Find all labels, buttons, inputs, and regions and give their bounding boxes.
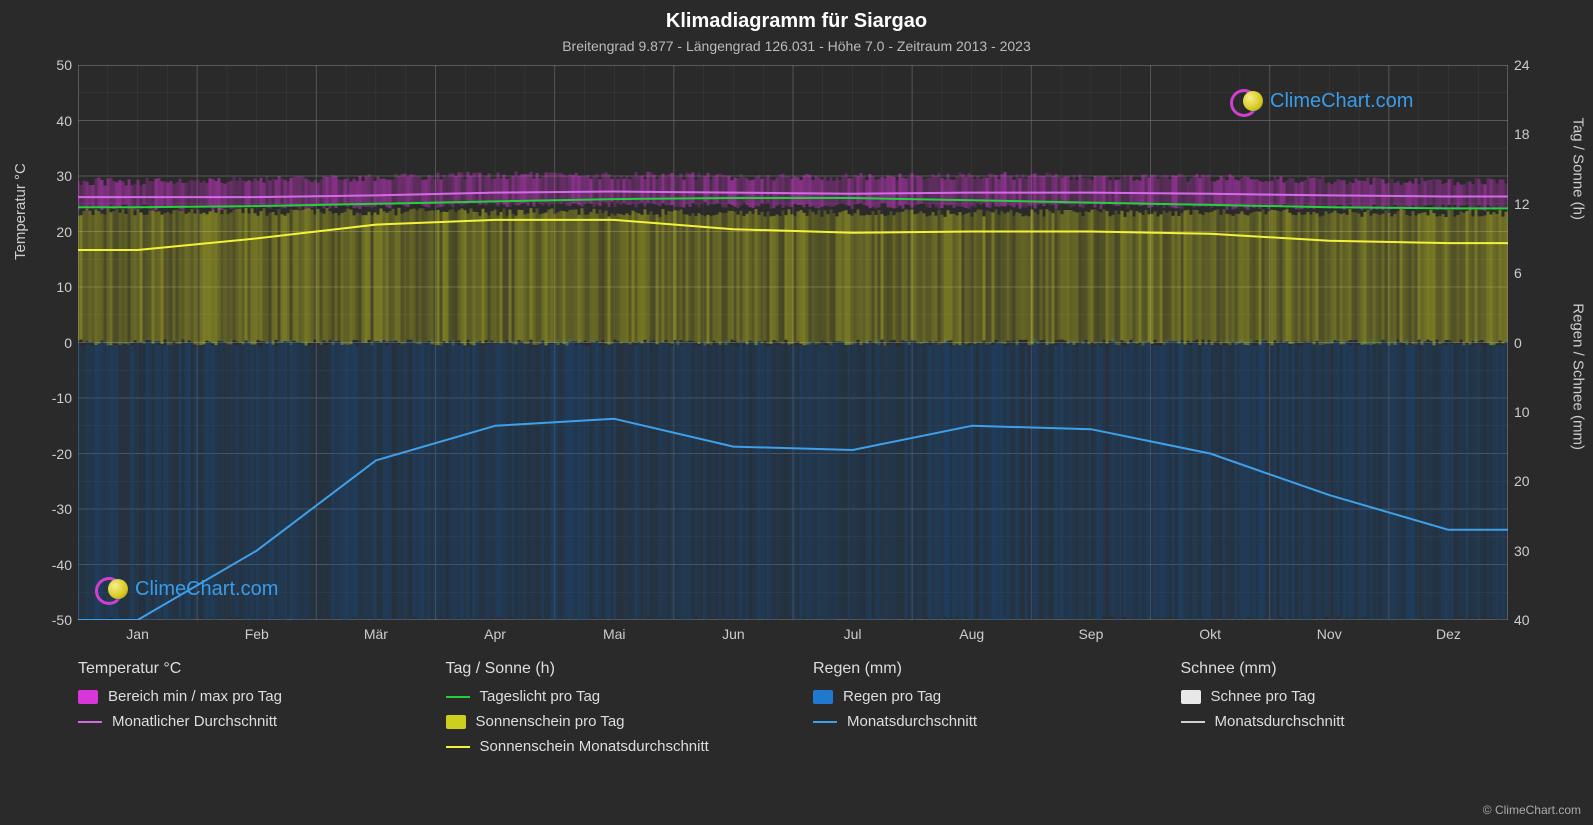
climechart-logo-icon [95, 576, 129, 602]
legend-label: Sonnenschein pro Tag [476, 713, 625, 730]
axis-tick: Sep [1078, 626, 1103, 642]
axis-tick: 0 [1514, 335, 1522, 351]
legend-item: Tageslicht pro Tag [446, 688, 774, 705]
axis-tick: 0 [64, 335, 72, 351]
axis-tick: Apr [484, 626, 506, 642]
axis-tick: Jul [844, 626, 862, 642]
axis-tick: Nov [1317, 626, 1342, 642]
y-axis-left-label: Temperatur °C [12, 163, 29, 260]
copyright-text: © ClimeChart.com [1483, 803, 1581, 817]
legend-item: Schnee pro Tag [1181, 688, 1509, 705]
y-axis-right-bottom-label: Regen / Schnee (mm) [1570, 303, 1587, 450]
axis-tick: 50 [56, 57, 72, 73]
axis-tick: 20 [1514, 473, 1530, 489]
axis-tick: Mär [364, 626, 388, 642]
legend-swatch [446, 696, 470, 698]
axis-tick: -10 [52, 390, 72, 406]
axis-tick: Aug [959, 626, 984, 642]
axis-tick: 18 [1514, 126, 1530, 142]
legend-item: Bereich min / max pro Tag [78, 688, 406, 705]
axis-tick: 10 [1514, 404, 1530, 420]
legend-heading: Regen (mm) [813, 660, 1141, 678]
legend-label: Sonnenschein Monatsdurchschnitt [480, 738, 709, 755]
legend-label: Schnee pro Tag [1211, 688, 1316, 705]
legend-label: Monatsdurchschnitt [847, 713, 977, 730]
axis-tick: 40 [1514, 612, 1530, 628]
legend-swatch [446, 715, 466, 729]
legend-heading: Temperatur °C [78, 660, 406, 678]
axis-tick: Dez [1436, 626, 1461, 642]
legend-label: Tageslicht pro Tag [480, 688, 601, 705]
climechart-logo-icon [1230, 88, 1264, 114]
legend-label: Regen pro Tag [843, 688, 941, 705]
legend-swatch [78, 721, 102, 723]
legend-item: Monatsdurchschnitt [813, 713, 1141, 730]
axis-tick: -40 [52, 557, 72, 573]
axis-tick: 40 [56, 113, 72, 129]
legend-swatch [813, 690, 833, 704]
axis-tick: Jan [126, 626, 149, 642]
chart-title: Klimadiagramm für Siargao [0, 10, 1593, 33]
climechart-watermark: ClimeChart.com [95, 576, 278, 602]
legend-label: Monatsdurchschnitt [1215, 713, 1345, 730]
legend-column: Tag / Sonne (h) Tageslicht pro Tag Sonnens… [446, 660, 774, 763]
chart-subtitle: Breitengrad 9.877 - Längengrad 126.031 -… [0, 38, 1593, 54]
axis-tick: -20 [52, 446, 72, 462]
watermark-text: ClimeChart.com [1270, 90, 1413, 113]
legend-label: Bereich min / max pro Tag [108, 688, 282, 705]
legend-item: Sonnenschein Monatsdurchschnitt [446, 738, 774, 755]
climechart-watermark: ClimeChart.com [1230, 88, 1413, 114]
axis-tick: -50 [52, 612, 72, 628]
axis-tick: 6 [1514, 265, 1522, 281]
legend-column: Schnee (mm) Schnee pro Tag Monatsdurchschn… [1181, 660, 1509, 763]
legend-swatch [1181, 721, 1205, 723]
axis-tick: Feb [245, 626, 269, 642]
chart-plot-area [78, 65, 1508, 620]
watermark-text: ClimeChart.com [135, 578, 278, 601]
axis-tick: 12 [1514, 196, 1530, 212]
axis-tick: Mai [603, 626, 626, 642]
legend-heading: Tag / Sonne (h) [446, 660, 774, 678]
axis-tick: 10 [56, 279, 72, 295]
legend-swatch [813, 721, 837, 723]
axis-tick: 20 [56, 224, 72, 240]
legend-item: Monatlicher Durchschnitt [78, 713, 406, 730]
y-axis-right-top-label: Tag / Sonne (h) [1570, 117, 1587, 220]
legend-item: Sonnenschein pro Tag [446, 713, 774, 730]
axis-tick: 24 [1514, 57, 1530, 73]
chart-legend: Temperatur °C Bereich min / max pro Tag Mo… [78, 660, 1508, 763]
legend-swatch [78, 690, 98, 704]
legend-item: Regen pro Tag [813, 688, 1141, 705]
axis-tick: -30 [52, 501, 72, 517]
legend-swatch [1181, 690, 1201, 704]
legend-column: Regen (mm) Regen pro Tag Monatsdurchschnit… [813, 660, 1141, 763]
climate-chart-container: Klimadiagramm für Siargao Breitengrad 9.… [0, 0, 1593, 825]
axis-tick: 30 [56, 168, 72, 184]
axis-tick: 30 [1514, 543, 1530, 559]
legend-heading: Schnee (mm) [1181, 660, 1509, 678]
axis-tick: Jun [722, 626, 745, 642]
legend-label: Monatlicher Durchschnitt [112, 713, 277, 730]
legend-swatch [446, 746, 470, 748]
chart-svg [78, 65, 1508, 620]
axis-tick: Okt [1199, 626, 1221, 642]
legend-column: Temperatur °C Bereich min / max pro Tag Mo… [78, 660, 406, 763]
legend-item: Monatsdurchschnitt [1181, 713, 1509, 730]
